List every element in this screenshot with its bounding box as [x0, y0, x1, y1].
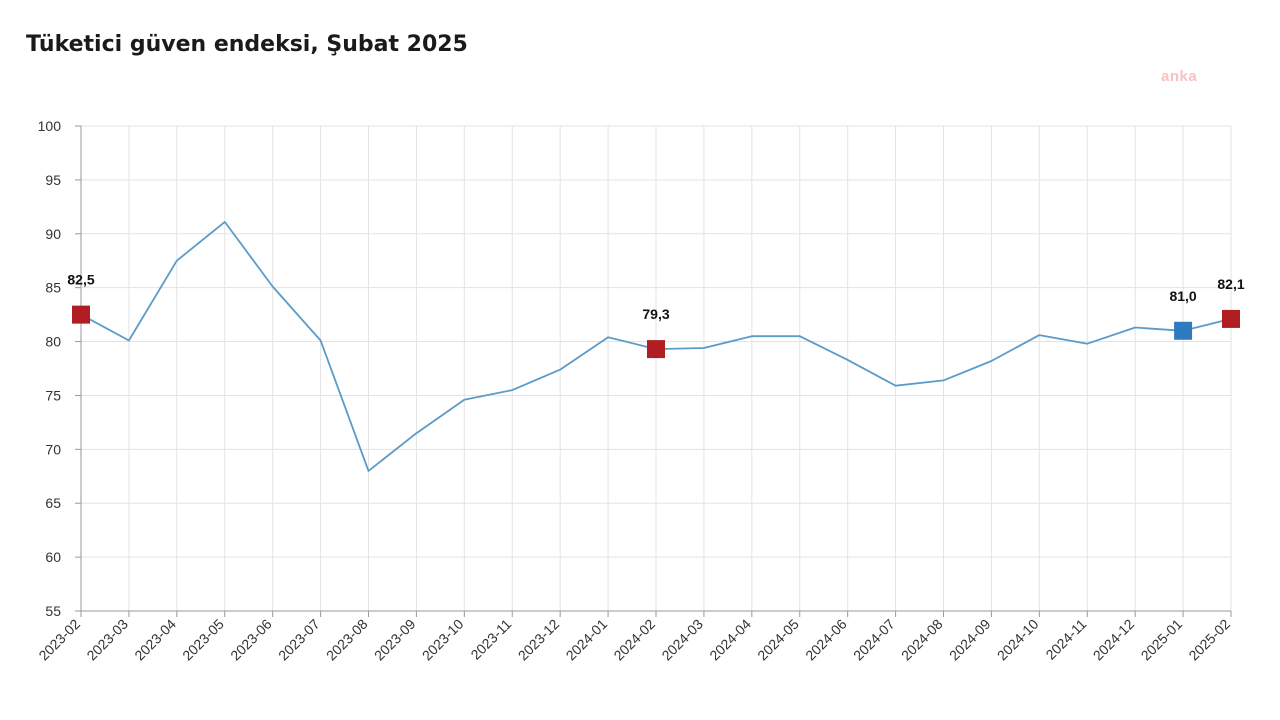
data-label: 82,1 — [1217, 276, 1244, 292]
x-tick-label: 2024-02 — [610, 616, 658, 664]
x-tick-label: 2023-03 — [83, 616, 131, 664]
y-tick-label: 65 — [45, 495, 61, 511]
highlight-marker — [1174, 321, 1193, 340]
highlight-marker — [1222, 309, 1240, 328]
x-axis-labels: 2023-02 2023-03 2023-04 2023-05 2023-06 2023-… — [35, 616, 1233, 664]
highlight-marker — [72, 305, 90, 324]
y-tick-label: 55 — [45, 603, 61, 619]
x-tick-label: 2024-07 — [850, 616, 898, 664]
y-tick-label: 60 — [45, 549, 61, 565]
x-tick-label: 2024-03 — [658, 616, 706, 664]
y-tick-label: 85 — [45, 280, 61, 296]
x-tick-label: 2025-01 — [1138, 616, 1186, 664]
x-tick-label: 2025-02 — [1185, 616, 1233, 664]
x-tick-label: 2023-09 — [371, 616, 419, 664]
y-tick-label: 100 — [38, 118, 62, 134]
x-tick-label: 2024-09 — [946, 616, 994, 664]
y-tick-label: 90 — [45, 226, 61, 242]
x-tick-label: 2023-08 — [323, 616, 371, 664]
highlight-marker — [647, 340, 665, 359]
x-tick-label: 2024-08 — [898, 616, 946, 664]
chart-title: Tüketici güven endeksi, Şubat 2025 — [26, 32, 468, 57]
x-tick-label: 2024-10 — [994, 616, 1042, 664]
data-labels: 82,5 79,3 81,0 82,1 — [67, 272, 1244, 322]
data-label: 79,3 — [642, 306, 669, 322]
data-label: 82,5 — [67, 272, 94, 288]
x-tick-label: 2023-05 — [179, 616, 227, 664]
x-tick-label: 2024-11 — [1042, 616, 1089, 663]
y-tick-label: 95 — [45, 172, 61, 188]
x-tick-label: 2024-05 — [754, 616, 802, 664]
y-tick-label: 80 — [45, 334, 61, 350]
x-tick-label: 2023-11 — [467, 616, 514, 663]
x-tick-label: 2023-06 — [227, 616, 275, 664]
x-tick-label: 2024-01 — [563, 616, 611, 664]
x-tick-label: 2024-12 — [1090, 616, 1138, 664]
chart-axes — [75, 125, 1232, 617]
anka-watermark: anka — [1161, 68, 1198, 85]
x-tick-label: 2023-10 — [419, 616, 467, 664]
highlight-markers — [72, 305, 1240, 359]
y-tick-label: 70 — [45, 441, 61, 457]
data-label: 81,0 — [1169, 288, 1196, 304]
y-axis-labels: 55 60 65 70 75 80 85 90 95 100 — [38, 118, 62, 619]
x-tick-label: 2023-12 — [515, 616, 563, 664]
x-tick-label: 2024-04 — [706, 616, 754, 664]
y-tick-label: 75 — [45, 387, 61, 403]
x-tick-label: 2023-04 — [131, 616, 179, 664]
x-tick-label: 2024-06 — [802, 616, 850, 664]
x-tick-label: 2023-02 — [35, 616, 83, 664]
x-tick-label: 2023-07 — [275, 616, 323, 664]
chart-grid — [80, 125, 1232, 612]
